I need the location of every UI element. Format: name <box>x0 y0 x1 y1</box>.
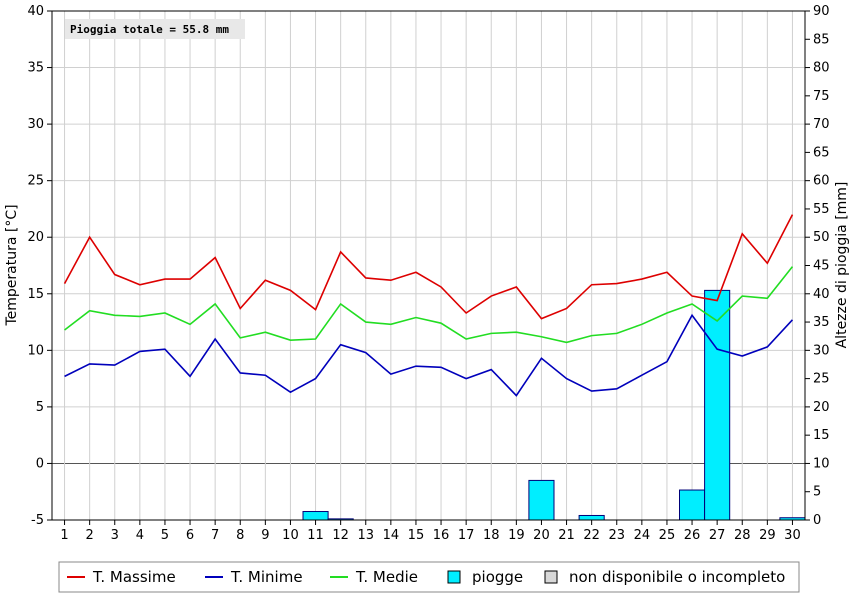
x-tick-label: 27 <box>709 528 726 543</box>
axes <box>47 10 810 525</box>
right-tick-label: 55 <box>813 202 830 217</box>
right-tick-label: 10 <box>813 456 830 471</box>
x-tick-label: 8 <box>236 528 244 543</box>
left-tick-label: 40 <box>27 4 44 19</box>
temperature-lines <box>63 214 794 397</box>
plot-area <box>52 11 805 520</box>
tick-labels: -505101520253035400510152025303540455055… <box>27 4 829 543</box>
right-tick-label: 85 <box>813 32 830 47</box>
legend-label-t-massime: T. Massime <box>92 568 176 586</box>
x-tick-label: 19 <box>508 528 525 543</box>
x-tick-label: 1 <box>60 528 68 543</box>
rain-bar <box>302 511 329 521</box>
rain-bars <box>302 289 806 521</box>
series-line-t-minime <box>64 313 794 397</box>
rain-bar <box>679 489 706 521</box>
right-tick-label: 35 <box>813 315 830 330</box>
right-tick-label: 15 <box>813 428 830 443</box>
x-tick-label: 17 <box>458 528 475 543</box>
legend-swatch-non-disponibile-o-incompleto <box>544 570 558 584</box>
x-tick-label: 23 <box>608 528 625 543</box>
x-tick-label: 20 <box>533 528 550 543</box>
legend-border <box>58 561 800 593</box>
left-tick-label: 30 <box>27 117 44 132</box>
x-tick-label: 5 <box>161 528 169 543</box>
series-line-t-massime <box>63 214 794 320</box>
x-tick-label: 28 <box>734 528 751 543</box>
x-tick-label: 13 <box>357 528 374 543</box>
left-tick-label: 20 <box>27 230 44 245</box>
total-rain-annotation-box <box>65 19 245 39</box>
left-tick-label: 5 <box>36 400 44 415</box>
right-tick-label: 25 <box>813 372 830 387</box>
right-tick-label: 65 <box>813 145 830 160</box>
x-tick-label: 6 <box>186 528 194 543</box>
x-tick-label: 21 <box>558 528 575 543</box>
right-tick-label: 70 <box>813 117 830 132</box>
x-tick-label: 12 <box>332 528 349 543</box>
legend: T. Massime T. Minime T. Medie piogge non dis… <box>58 561 800 593</box>
legend-label-t-medie: T. Medie <box>355 568 418 586</box>
x-tick-label: 24 <box>634 528 651 543</box>
right-tick-label: 45 <box>813 259 830 274</box>
right-tick-label: 30 <box>813 343 830 358</box>
left-axis-title: Temperatura [°C] <box>4 204 20 326</box>
rain-bar <box>578 514 605 521</box>
series-line-t-medie <box>64 266 794 344</box>
grid-lines <box>52 10 805 521</box>
right-tick-label: 40 <box>813 287 830 302</box>
x-tick-label: 18 <box>483 528 500 543</box>
x-tick-label: 30 <box>784 528 801 543</box>
left-tick-label: 10 <box>27 343 44 358</box>
right-tick-label: 0 <box>813 513 821 528</box>
x-tick-label: 3 <box>111 528 119 543</box>
left-tick-label: 15 <box>27 287 44 302</box>
x-tick-label: 2 <box>86 528 94 543</box>
total-rain-annotation: Pioggia totale = 55.8 mm <box>70 23 229 36</box>
left-tick-label: 0 <box>36 456 44 471</box>
x-tick-label: 15 <box>408 528 425 543</box>
legend-label-t-minime: T. Minime <box>230 568 303 586</box>
x-tick-label: 10 <box>282 528 299 543</box>
x-tick-label: 7 <box>211 528 219 543</box>
rain-bar <box>704 289 731 521</box>
legend-label-piogge: piogge <box>472 568 523 586</box>
x-tick-label: 16 <box>433 528 450 543</box>
left-tick-label: 25 <box>27 174 44 189</box>
plot-frame <box>51 10 806 521</box>
legend-swatch-piogge <box>447 570 461 584</box>
x-tick-label: 29 <box>759 528 776 543</box>
x-tick-label: 25 <box>659 528 676 543</box>
right-tick-label: 75 <box>813 89 830 104</box>
right-axis-title: Altezze di pioggia [mm] <box>834 182 850 349</box>
x-tick-label: 4 <box>136 528 144 543</box>
x-tick-label: 9 <box>261 528 269 543</box>
left-tick-label: -5 <box>31 513 44 528</box>
right-tick-label: 20 <box>813 400 830 415</box>
right-tick-label: 80 <box>813 61 830 76</box>
right-tick-label: 5 <box>813 485 821 500</box>
left-tick-label: 35 <box>27 61 44 76</box>
rain-bar <box>528 479 555 521</box>
x-tick-label: 22 <box>583 528 600 543</box>
legend-label-non-disponibile-o-incompleto: non disponibile o incompleto <box>569 568 785 586</box>
right-tick-label: 90 <box>813 4 830 19</box>
x-tick-label: 26 <box>684 528 701 543</box>
x-tick-label: 11 <box>307 528 324 543</box>
right-tick-label: 60 <box>813 174 830 189</box>
right-tick-label: 50 <box>813 230 830 245</box>
x-tick-label: 14 <box>383 528 400 543</box>
